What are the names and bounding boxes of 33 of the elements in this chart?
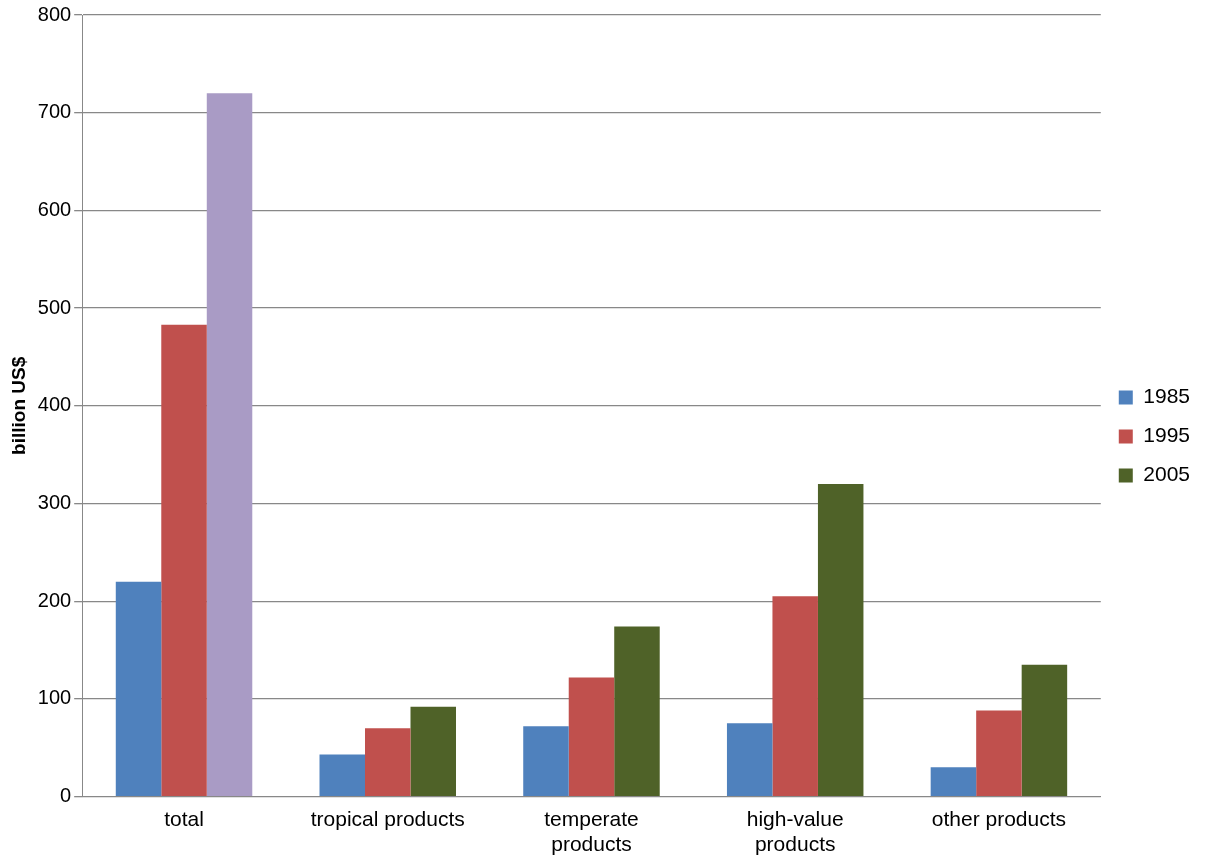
x-tick-label: temperate products — [544, 807, 639, 856]
legend-label: 1995 — [1143, 423, 1190, 447]
y-tick-label: 800 — [37, 2, 72, 25]
y-tick-label: 300 — [37, 491, 72, 514]
bar — [726, 723, 773, 796]
bar — [319, 754, 365, 796]
bar — [1021, 664, 1068, 796]
bar — [568, 677, 615, 796]
bar — [817, 483, 864, 796]
bar — [115, 581, 162, 796]
y-tick-label: 0 — [60, 784, 72, 807]
y-tick-label: 100 — [37, 686, 72, 709]
bar — [614, 626, 660, 796]
y-axis-title: billion US$ — [7, 356, 29, 455]
legend-label: 1985 — [1143, 384, 1190, 408]
y-tick-label: 200 — [37, 588, 72, 611]
x-tick-label: other products — [931, 807, 1067, 830]
bar — [206, 93, 253, 796]
y-tick-label: 500 — [37, 295, 72, 318]
bar — [365, 728, 411, 796]
x-tick-label: tropical products — [310, 807, 465, 830]
bar — [976, 710, 1022, 796]
x-tick-label: total — [164, 807, 204, 830]
x-tick-label: high-value products — [746, 807, 844, 856]
bar — [930, 767, 977, 796]
bar — [523, 726, 569, 796]
y-tick-label: 600 — [37, 197, 72, 220]
bar — [410, 706, 456, 796]
bar — [161, 324, 207, 796]
bar — [772, 596, 818, 796]
legend-label: 2005 — [1143, 462, 1190, 486]
y-tick-label: 700 — [37, 100, 72, 123]
y-tick-label: 400 — [37, 393, 72, 416]
